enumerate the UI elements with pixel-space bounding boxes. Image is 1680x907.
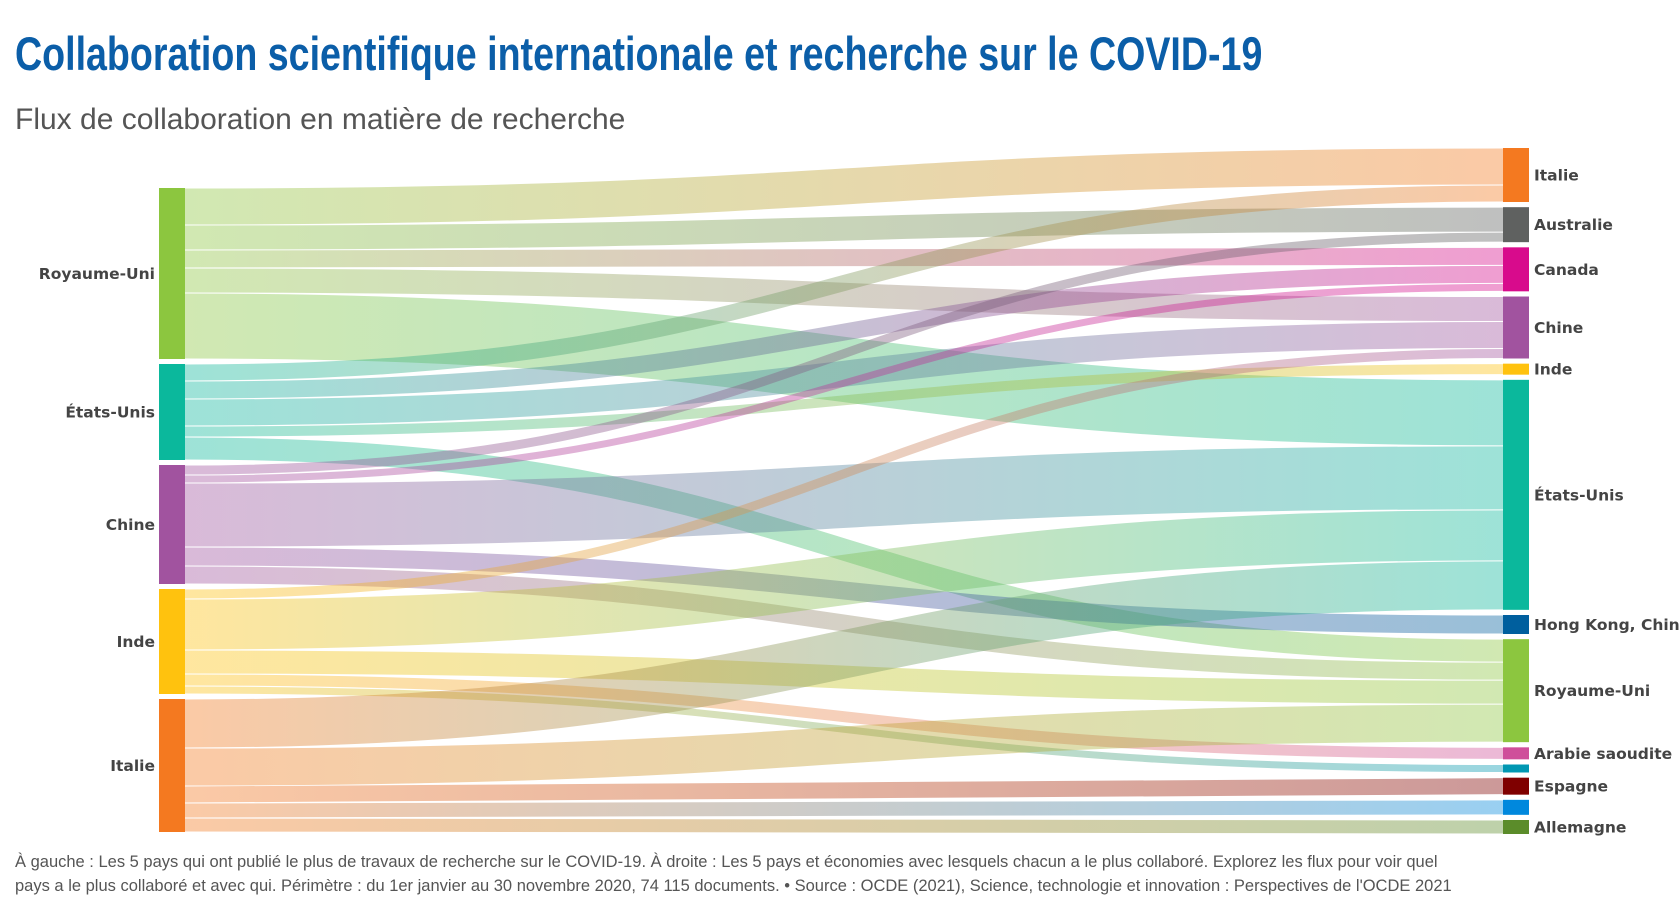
left-node[interactable] [159, 699, 185, 832]
left-node-label: États-Unis [65, 403, 155, 422]
flow-link[interactable] [184, 268, 1504, 321]
flow-link[interactable] [184, 818, 1504, 834]
right-node-label: Allemagne [1534, 819, 1626, 837]
right-node[interactable] [1503, 296, 1529, 359]
right-node[interactable] [1503, 639, 1529, 743]
flow-link[interactable] [184, 446, 1504, 547]
right-node[interactable] [1503, 820, 1529, 834]
flow-link[interactable] [184, 778, 1504, 803]
flow-link[interactable] [184, 364, 1504, 437]
flow-link[interactable] [184, 510, 1504, 650]
chart-title: Collaboration scientifique international… [15, 27, 1263, 80]
flow-link[interactable] [184, 185, 1504, 381]
links-layer [184, 148, 1504, 834]
left-node[interactable] [159, 188, 185, 359]
right-node-label: Hong Kong, Chine [1534, 616, 1680, 634]
flow-link[interactable] [184, 148, 1504, 225]
right-node[interactable] [1503, 747, 1529, 760]
right-node-label: Royaume-Uni [1534, 682, 1650, 700]
right-node-label: Espagne [1534, 778, 1608, 796]
left-node-label: Inde [117, 633, 155, 651]
right-node-label: Italie [1534, 167, 1579, 185]
right-node-label: Chine [1534, 319, 1583, 337]
right-node[interactable] [1503, 148, 1529, 202]
right-node-label: Canada [1534, 261, 1599, 279]
left-node[interactable] [159, 589, 185, 694]
left-node-label: Chine [106, 516, 155, 534]
right-node[interactable] [1503, 764, 1529, 773]
flow-link[interactable] [184, 674, 1504, 759]
left-node[interactable] [159, 465, 185, 584]
flow-link[interactable] [184, 349, 1504, 599]
flow-link[interactable] [184, 265, 1504, 399]
footnote: À gauche : Les 5 pays qui ont publié le … [15, 850, 1665, 898]
right-node[interactable] [1503, 363, 1529, 375]
right-node[interactable] [1503, 379, 1529, 610]
right-node-label: États-Unis [1534, 485, 1624, 504]
right-node[interactable] [1503, 799, 1529, 815]
right-node[interactable] [1503, 247, 1529, 292]
flow-link[interactable] [184, 704, 1504, 786]
flow-link[interactable] [184, 207, 1504, 250]
left-node-label: Royaume-Uni [39, 265, 155, 283]
flow-link[interactable] [184, 437, 1504, 662]
flow-link[interactable] [184, 232, 1504, 475]
right-node-label: Australie [1534, 216, 1613, 234]
flow-link[interactable] [184, 283, 1504, 483]
flow-link[interactable] [184, 247, 1504, 268]
right-node-label: Arabie saoudite [1534, 745, 1672, 763]
nodes-layer: Royaume-Uni États-Unis Chine Inde Italie Ital… [39, 148, 1680, 837]
left-node[interactable] [159, 364, 185, 460]
flow-link[interactable] [184, 322, 1504, 426]
left-node-label: Italie [110, 757, 155, 775]
right-node[interactable] [1503, 777, 1529, 795]
right-node[interactable] [1503, 207, 1529, 243]
flow-link[interactable] [184, 561, 1504, 748]
right-node-label: Inde [1534, 361, 1572, 379]
right-node[interactable] [1503, 615, 1529, 634]
flow-link[interactable] [184, 800, 1504, 818]
footnote-line-1: À gauche : Les 5 pays qui ont publié le … [15, 853, 1438, 871]
chart-subtitle: Flux de collaboration en matière de rech… [15, 103, 626, 136]
footnote-line-2: pays a le plus collaboré et avec qui. Pé… [15, 877, 1452, 895]
